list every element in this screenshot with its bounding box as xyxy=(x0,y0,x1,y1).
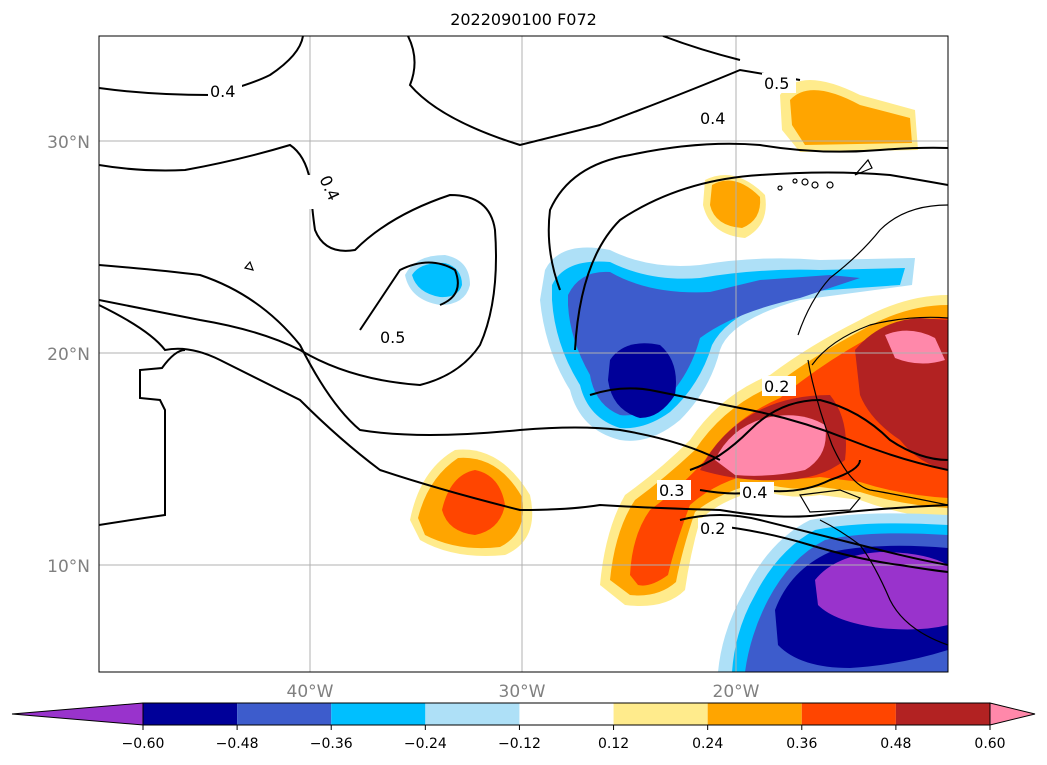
colorbar-segment xyxy=(143,703,238,725)
colorbar-tick-label: 0.12 xyxy=(598,736,629,752)
colorbar-tick-label: 0.48 xyxy=(880,736,911,752)
contour-label: 0.5 xyxy=(764,74,789,93)
colorbar-frame xyxy=(142,702,991,726)
colorbar-tick-label: −0.24 xyxy=(404,736,447,752)
longitude-labels: 40°W 30°W 20°W xyxy=(287,682,760,702)
shaded-anomalies xyxy=(405,80,948,672)
colorbar-tick-label: −0.60 xyxy=(122,736,165,752)
latitude-labels: 30°N 20°N 10°N xyxy=(47,133,90,577)
lat-label: 10°N xyxy=(47,557,90,577)
contour-label: 0.2 xyxy=(700,519,725,538)
gridlines xyxy=(99,36,948,672)
lat-label: 30°N xyxy=(47,133,90,153)
colorbar: −0.60 −0.48 −0.36 −0.24 −0.12 0.12 0.24 0.36 0.4… xyxy=(11,702,1036,752)
contour-label: 0.4 xyxy=(210,82,235,101)
colorbar-extend-low xyxy=(11,702,144,726)
contour-label: 0.4 xyxy=(742,483,767,502)
lat-label: 20°N xyxy=(47,345,90,365)
colorbar-tick-label: 0.24 xyxy=(692,736,723,752)
lon-label: 30°W xyxy=(499,682,546,702)
colorbar-tick-label: 0.36 xyxy=(786,736,817,752)
colorbar-segment xyxy=(237,703,332,725)
contour-label: 0.5 xyxy=(380,328,405,347)
colorbar-segment xyxy=(425,703,520,725)
colorbar-extend-high xyxy=(989,702,1036,726)
contour-lines xyxy=(99,36,948,573)
lon-label: 20°W xyxy=(713,682,760,702)
colorbar-segment xyxy=(707,703,802,725)
contour-label: 0.4 xyxy=(700,109,725,128)
contour-labels: 0.4 0.4 0.5 0.5 0.4 0.2 0.3 0.4 0.2 xyxy=(208,73,796,538)
contour-label: 0.2 xyxy=(764,377,789,396)
map-frame xyxy=(98,35,949,673)
colorbar-segment xyxy=(331,703,426,725)
colorbar-segment xyxy=(519,703,614,725)
colorbar-tick-label: 0.60 xyxy=(974,736,1005,752)
colorbar-segment xyxy=(895,703,990,725)
map-title: 2022090100 F072 xyxy=(450,10,597,29)
colorbar-tick-label: −0.36 xyxy=(310,736,353,752)
colorbar-tick-label: −0.48 xyxy=(216,736,259,752)
colorbar-segment xyxy=(613,703,708,725)
contour-label: 0.3 xyxy=(659,481,684,500)
colorbar-tick-label: −0.12 xyxy=(498,736,541,752)
colorbar-segment xyxy=(801,703,896,725)
lon-label: 40°W xyxy=(287,682,334,702)
